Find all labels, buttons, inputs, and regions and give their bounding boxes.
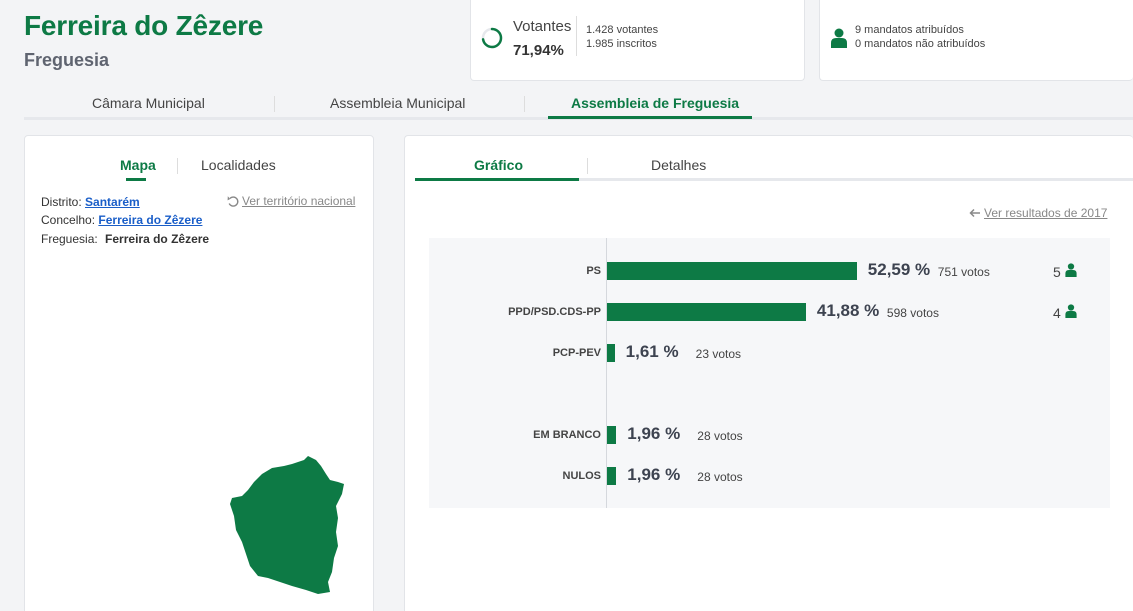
tab-separator xyxy=(524,96,525,112)
concelho-label: Concelho: xyxy=(41,213,96,227)
tab-camara-municipal[interactable]: Câmara Municipal xyxy=(92,95,205,111)
party-label: PPD/PSD.CDS-PP xyxy=(508,306,601,318)
active-tab-indicator xyxy=(126,178,146,181)
chart-axis xyxy=(606,238,607,508)
result-bar[interactable] xyxy=(607,467,617,485)
percent-label: 1,96 % xyxy=(627,465,681,484)
tab-detalhes[interactable]: Detalhes xyxy=(651,157,707,173)
votes-label: 751 votos xyxy=(937,265,990,279)
ver-resultados-2017-link[interactable]: Ver resultados de 2017 xyxy=(984,206,1108,220)
inscritos-count: 1.985 inscritos xyxy=(586,38,657,50)
tab-mapa[interactable]: Mapa xyxy=(120,157,156,173)
party-label: EM BRANCO xyxy=(533,429,601,441)
progress-ring-icon xyxy=(481,27,503,49)
percent-label: 41,88 % xyxy=(816,301,880,320)
results-panel: Gráfico Detalhes Ver resultados de 2017 … xyxy=(404,135,1133,611)
freguesia-map[interactable] xyxy=(228,454,345,594)
result-bar[interactable] xyxy=(607,426,617,444)
tab-separator xyxy=(587,158,588,174)
votes-label: 598 votos xyxy=(886,306,939,320)
active-tab-indicator xyxy=(548,116,752,119)
main-tabs: Câmara Municipal Assembleia Municipal As… xyxy=(24,88,1133,120)
page-title: Ferreira do Zêzere xyxy=(24,10,264,41)
undo-icon xyxy=(227,196,239,207)
tab-separator xyxy=(177,158,178,174)
results-chart: PS 52,59 % 751 votos 5 PPD/PSD.CDS-PP 41,88 … xyxy=(429,238,1110,508)
distrito-link[interactable]: Santarém xyxy=(85,195,140,209)
tabs-baseline xyxy=(415,178,1133,181)
tab-grafico[interactable]: Gráfico xyxy=(474,157,524,173)
votes-label: 28 votos xyxy=(697,470,743,484)
percent-label: 1,96 % xyxy=(627,424,681,443)
person-icon xyxy=(1065,263,1077,277)
party-label: PS xyxy=(586,265,601,277)
party-label: PCP-PEV xyxy=(552,347,601,359)
votes-label: 23 votos xyxy=(695,347,742,361)
percent-label: 52,59 % xyxy=(867,260,931,279)
votantes-label: Votantes xyxy=(513,18,572,35)
freguesia-value: Ferreira do Zêzere xyxy=(105,232,210,246)
concelho-link[interactable]: Ferreira do Zêzere xyxy=(98,213,203,227)
person-icon xyxy=(1065,304,1077,318)
tab-localidades[interactable]: Localidades xyxy=(201,157,276,173)
votes-label: 28 votos xyxy=(697,429,743,443)
seats-count: 4 xyxy=(1053,304,1077,321)
ver-territorio-link[interactable]: Ver território nacional xyxy=(242,194,356,208)
percent-label: 1,61 % xyxy=(625,342,679,361)
freguesia-label: Freguesia: xyxy=(41,232,98,246)
mandatos-card: 9 mandatos atribuídos 0 mandatos não atr… xyxy=(819,0,1133,81)
result-bar[interactable] xyxy=(607,344,615,362)
active-tab-indicator xyxy=(415,178,579,181)
map-panel: Mapa Localidades Distrito: Santarém Conc… xyxy=(24,135,374,611)
mandatos-atribuidos: 9 mandatos atribuídos xyxy=(855,24,964,36)
tab-separator xyxy=(274,96,275,112)
divider xyxy=(576,16,577,56)
votantes-card: Votantes 71,94% 1.428 votantes 1.985 ins… xyxy=(470,0,805,81)
arrow-left-icon xyxy=(969,208,980,218)
tab-assembleia-freguesia[interactable]: Assembleia de Freguesia xyxy=(571,95,740,111)
result-bar[interactable] xyxy=(607,262,857,280)
page-subtitle: Freguesia xyxy=(24,50,110,70)
distrito-row: Distrito: Santarém xyxy=(41,195,140,209)
votantes-percent: 71,94% xyxy=(513,42,564,59)
person-icon xyxy=(831,28,847,48)
distrito-label: Distrito: xyxy=(41,195,82,209)
party-label: NULOS xyxy=(562,470,602,482)
freguesia-row: Freguesia: Ferreira do Zêzere xyxy=(41,232,209,246)
votantes-count: 1.428 votantes xyxy=(586,24,659,36)
concelho-row: Concelho: Ferreira do Zêzere xyxy=(41,213,202,227)
tab-assembleia-municipal[interactable]: Assembleia Municipal xyxy=(330,95,466,111)
seats-count: 5 xyxy=(1053,263,1077,280)
mandatos-nao-atribuidos: 0 mandatos não atribuídos xyxy=(855,38,986,50)
result-bar[interactable] xyxy=(607,303,806,321)
